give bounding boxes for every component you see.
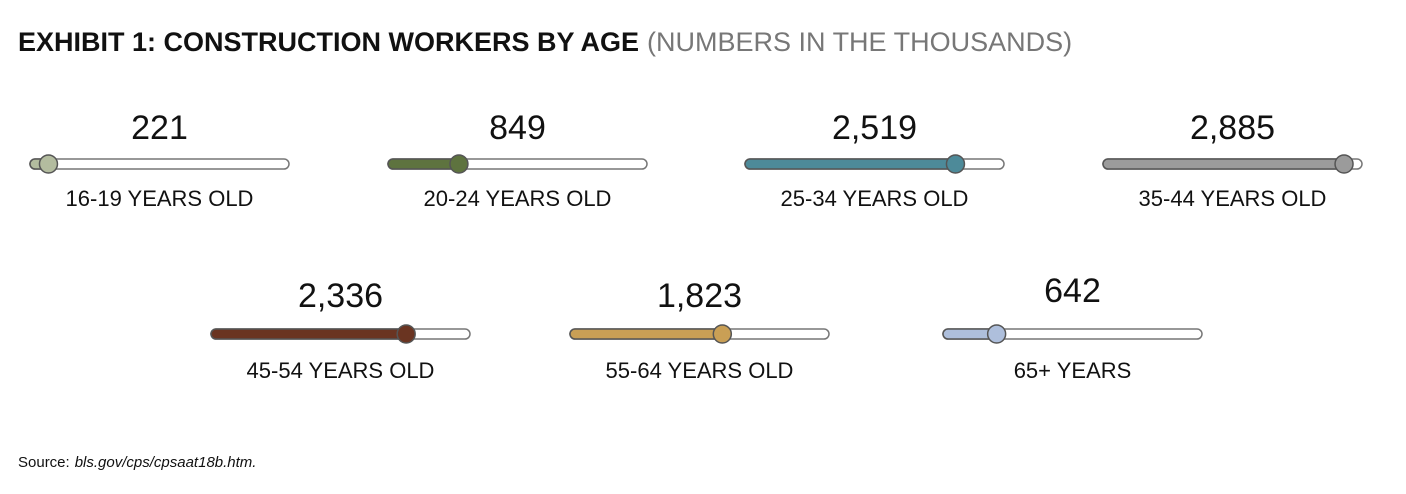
source-prefix: Source: [18,454,70,471]
value-label: 2,519 [832,109,917,147]
value-label: 2,885 [1190,109,1275,147]
slider-fill [210,328,407,340]
chart-title: EXHIBIT 1: CONSTRUCTION WORKERS BY AGE [18,27,639,57]
category-label: 65+ YEARS [1014,358,1132,383]
slider-knob [396,324,416,344]
slider-fill [387,158,460,170]
slider-fill [744,158,957,170]
category-label: 16-19 YEARS OLD [66,186,254,211]
slider-knob [986,324,1007,344]
slider-knob [38,154,59,174]
value-label: 1,823 [657,277,742,315]
slider-knob [449,154,469,174]
source-url: bls.gov/cps/cpsaat18b.htm. [75,454,257,471]
slider-track [29,158,290,170]
slider-knob [945,154,966,174]
chart-subtitle: (NUMBERS IN THE THOUSANDS) [647,27,1072,57]
category-label: 25-34 YEARS OLD [781,186,969,211]
category-label: 55-64 YEARS OLD [606,358,794,383]
value-label: 221 [131,109,188,147]
value-label: 849 [489,109,546,147]
value-label: 2,336 [298,277,383,315]
source-note: Source: bls.gov/cps/cpsaat18b.htm. [18,454,256,471]
slider-knob [712,324,733,344]
slider-fill [1102,158,1345,170]
chart-heading: EXHIBIT 1: CONSTRUCTION WORKERS BY AGE (N… [18,27,1072,57]
category-label: 35-44 YEARS OLD [1139,186,1327,211]
slider-knob [1334,154,1354,174]
category-label: 45-54 YEARS OLD [247,358,435,383]
category-label: 20-24 YEARS OLD [424,186,612,211]
value-label: 642 [1044,272,1101,310]
slider-fill [569,328,724,340]
